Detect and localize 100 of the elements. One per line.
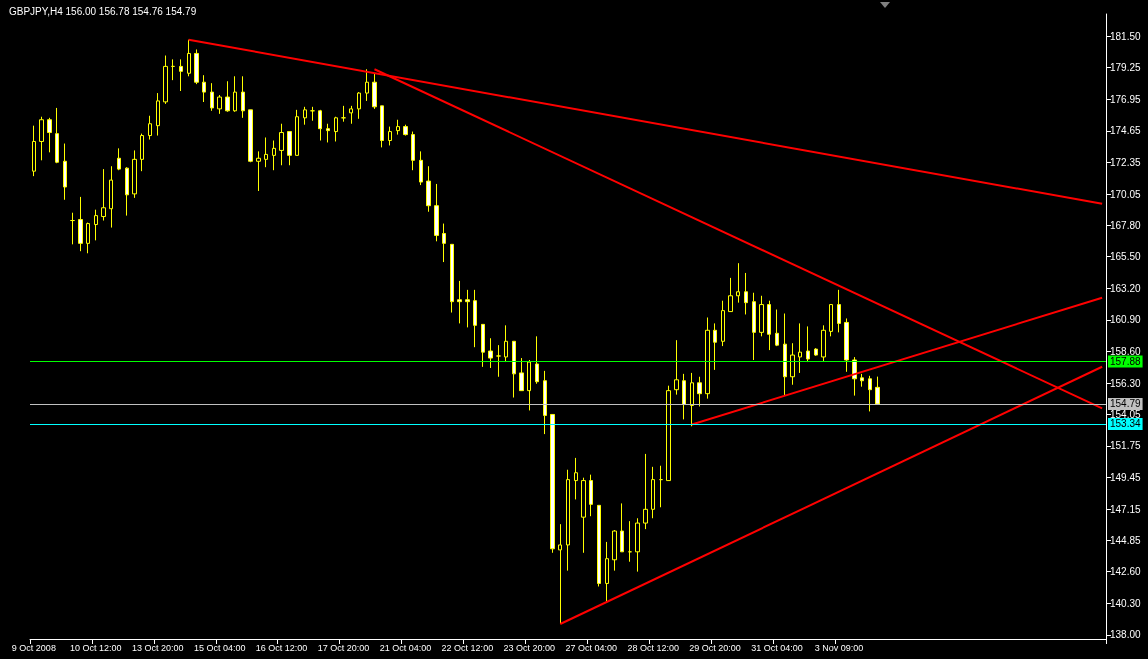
candlestick [109,165,113,229]
candlestick [272,140,276,171]
candlestick [806,325,810,363]
y-tick-label: 163.20 [1110,282,1142,294]
x-tick-label: 27 Oct 04:00 [565,642,617,653]
candlestick [132,149,137,199]
y-tick-label: 140.30 [1110,597,1142,609]
candlestick [70,212,75,245]
candlestick [512,340,516,399]
candlestick [457,280,462,324]
candlestick [465,289,470,328]
candlestick [504,324,508,363]
candlestick [334,116,338,142]
candlestick [241,75,245,119]
candlestick [125,166,129,217]
candlestick [744,272,748,315]
y-tick-label: 167.80 [1110,219,1142,231]
candlestick [179,58,183,92]
candlestick [798,322,802,374]
candlestick [620,502,624,553]
candlestick [783,313,787,397]
y-tick-label: 138.00 [1110,629,1142,641]
y-tick-label: 165.50 [1110,251,1142,263]
candlestick [295,109,299,156]
x-tick-label: 31 Oct 04:00 [751,642,803,653]
candlestick [775,309,779,347]
x-tick-label: 9 Oct 2008 [11,642,56,653]
candlestick [163,55,168,105]
candlestick [156,92,160,137]
candlestick [519,357,524,392]
candlestick [790,342,795,386]
candlestick [117,147,121,171]
candlestick [341,105,346,123]
candlestick [844,317,849,373]
candlestick [566,469,570,572]
candlestick [86,222,90,254]
candlestick [690,372,694,427]
candlestick [194,48,199,85]
candlestick [651,466,655,519]
candlestick [597,504,601,587]
candlestick [759,295,764,337]
x-tick-label: 28 Oct 12:00 [627,642,679,653]
candlestick [217,94,222,115]
candlestick [666,385,671,482]
candlestick [47,117,52,153]
y-tick-label: 160.90 [1110,314,1142,326]
candlestick [628,520,632,563]
candlestick [434,183,439,242]
candlestick [140,133,144,172]
candlestick [574,457,578,500]
candlestick [318,109,322,142]
candlestick [310,106,315,122]
candlestick [279,123,284,166]
candlestick [752,292,756,361]
y-tick-label: 170.05 [1110,188,1142,200]
candlestick [55,107,59,164]
candlestick [233,75,237,113]
candlestick [101,168,106,222]
x-tick-label: 17 Oct 20:00 [317,642,370,653]
x-tick-label: 16 Oct 12:00 [255,642,308,653]
y-tick-label: 174.65 [1110,125,1142,137]
candlestick [728,277,733,313]
ref-line-label: 153.34 [1110,418,1142,430]
candlestick [78,196,83,252]
candlestick [814,347,818,357]
y-tick-label: 154.05 [1110,408,1142,420]
candlestick [721,300,725,347]
candlestick [558,523,562,625]
candlestick [225,80,230,113]
candlestick [488,337,493,369]
candlestick [473,289,477,348]
candlestick [868,375,872,412]
candlestick [674,339,679,396]
candlestick [496,344,501,378]
y-tick-label: 158.60 [1110,346,1142,358]
candlestick [635,517,640,573]
candlestick [736,262,740,304]
candlestick [349,105,353,125]
candlestick [426,165,431,213]
candlestick [875,376,880,405]
candlestick [148,115,152,141]
y-tick-label: 179.25 [1110,62,1142,74]
candlestick [32,125,36,177]
candlestick [326,123,330,143]
candlestick [527,359,531,411]
candlestick [682,373,686,420]
candlestick [605,541,609,603]
candlestick [581,477,586,554]
candlestick [829,304,833,337]
candlestick [713,322,717,371]
candlestick [550,413,555,554]
candlestick [187,39,191,77]
x-tick-label: 15 Oct 04:00 [193,642,246,653]
x-tick-label: 21 Oct 04:00 [379,642,432,653]
ref-line-label: 157.88 [1110,356,1142,367]
candlestick [612,529,617,572]
candlestick [256,150,261,192]
y-tick-label: 149.45 [1110,471,1142,483]
candlestick [543,370,547,435]
candlestick [357,91,361,120]
